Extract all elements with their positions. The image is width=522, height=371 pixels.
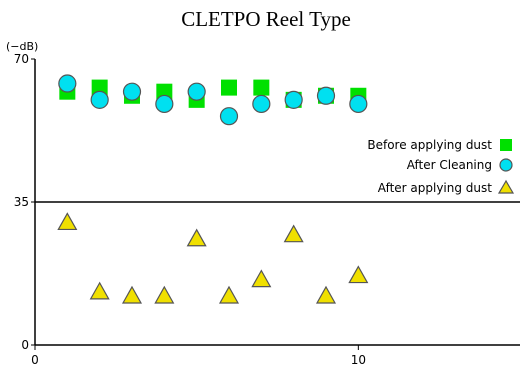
circle-point — [58, 74, 77, 93]
square-point — [253, 79, 270, 96]
data-marks — [57, 74, 369, 304]
legend-item-after-applying-dust: After applying dust — [378, 179, 515, 195]
triangle-point — [186, 228, 207, 247]
circle-point — [316, 86, 336, 105]
legend-item-before-applying-dust: Before applying dust — [367, 138, 512, 152]
legend: Before applying dust After Cleaning After … — [367, 138, 515, 195]
legend-triangle-icon — [497, 179, 515, 194]
legend-label: Before applying dust — [367, 138, 492, 152]
legend-label: After Cleaning — [407, 158, 492, 172]
triangle-point — [89, 281, 110, 300]
legend-item-after-cleaning: After Cleaning — [407, 158, 513, 172]
triangle-point — [251, 269, 272, 288]
y-tick-label: 70 — [14, 52, 29, 66]
circle-point — [155, 94, 174, 114]
axes: 0 35 70 0 10 — [14, 52, 520, 367]
triangle-point — [283, 224, 304, 243]
y-tick-label: 35 — [14, 195, 29, 209]
series-after-cleaning — [58, 74, 368, 126]
triangle-point — [154, 285, 175, 304]
square-point — [221, 79, 237, 96]
circle-point — [252, 94, 271, 114]
circle-point — [122, 82, 142, 101]
circle-point — [187, 82, 206, 101]
y-tick-label: 0 — [21, 338, 29, 352]
y-axis-unit-label: (−dB) — [6, 40, 38, 53]
circle-point — [284, 90, 303, 109]
legend-circle-icon — [499, 158, 513, 172]
legend-label: After applying dust — [378, 181, 493, 195]
legend-square-icon — [500, 139, 512, 151]
circle-point — [219, 107, 239, 126]
x-tick-label: 10 — [351, 353, 366, 367]
triangle-point — [57, 212, 78, 231]
chart-title: CLETPO Reel Type — [181, 7, 351, 31]
square-point — [156, 83, 173, 100]
circle-point — [90, 90, 109, 109]
series-after-applying-dust — [57, 212, 369, 304]
triangle-point — [121, 285, 143, 304]
triangle-point — [348, 265, 369, 284]
triangle-point — [218, 285, 240, 304]
square-point — [91, 79, 108, 96]
triangle-point — [315, 285, 337, 304]
x-tick-label: 0 — [31, 353, 39, 367]
circle-point — [349, 94, 368, 114]
